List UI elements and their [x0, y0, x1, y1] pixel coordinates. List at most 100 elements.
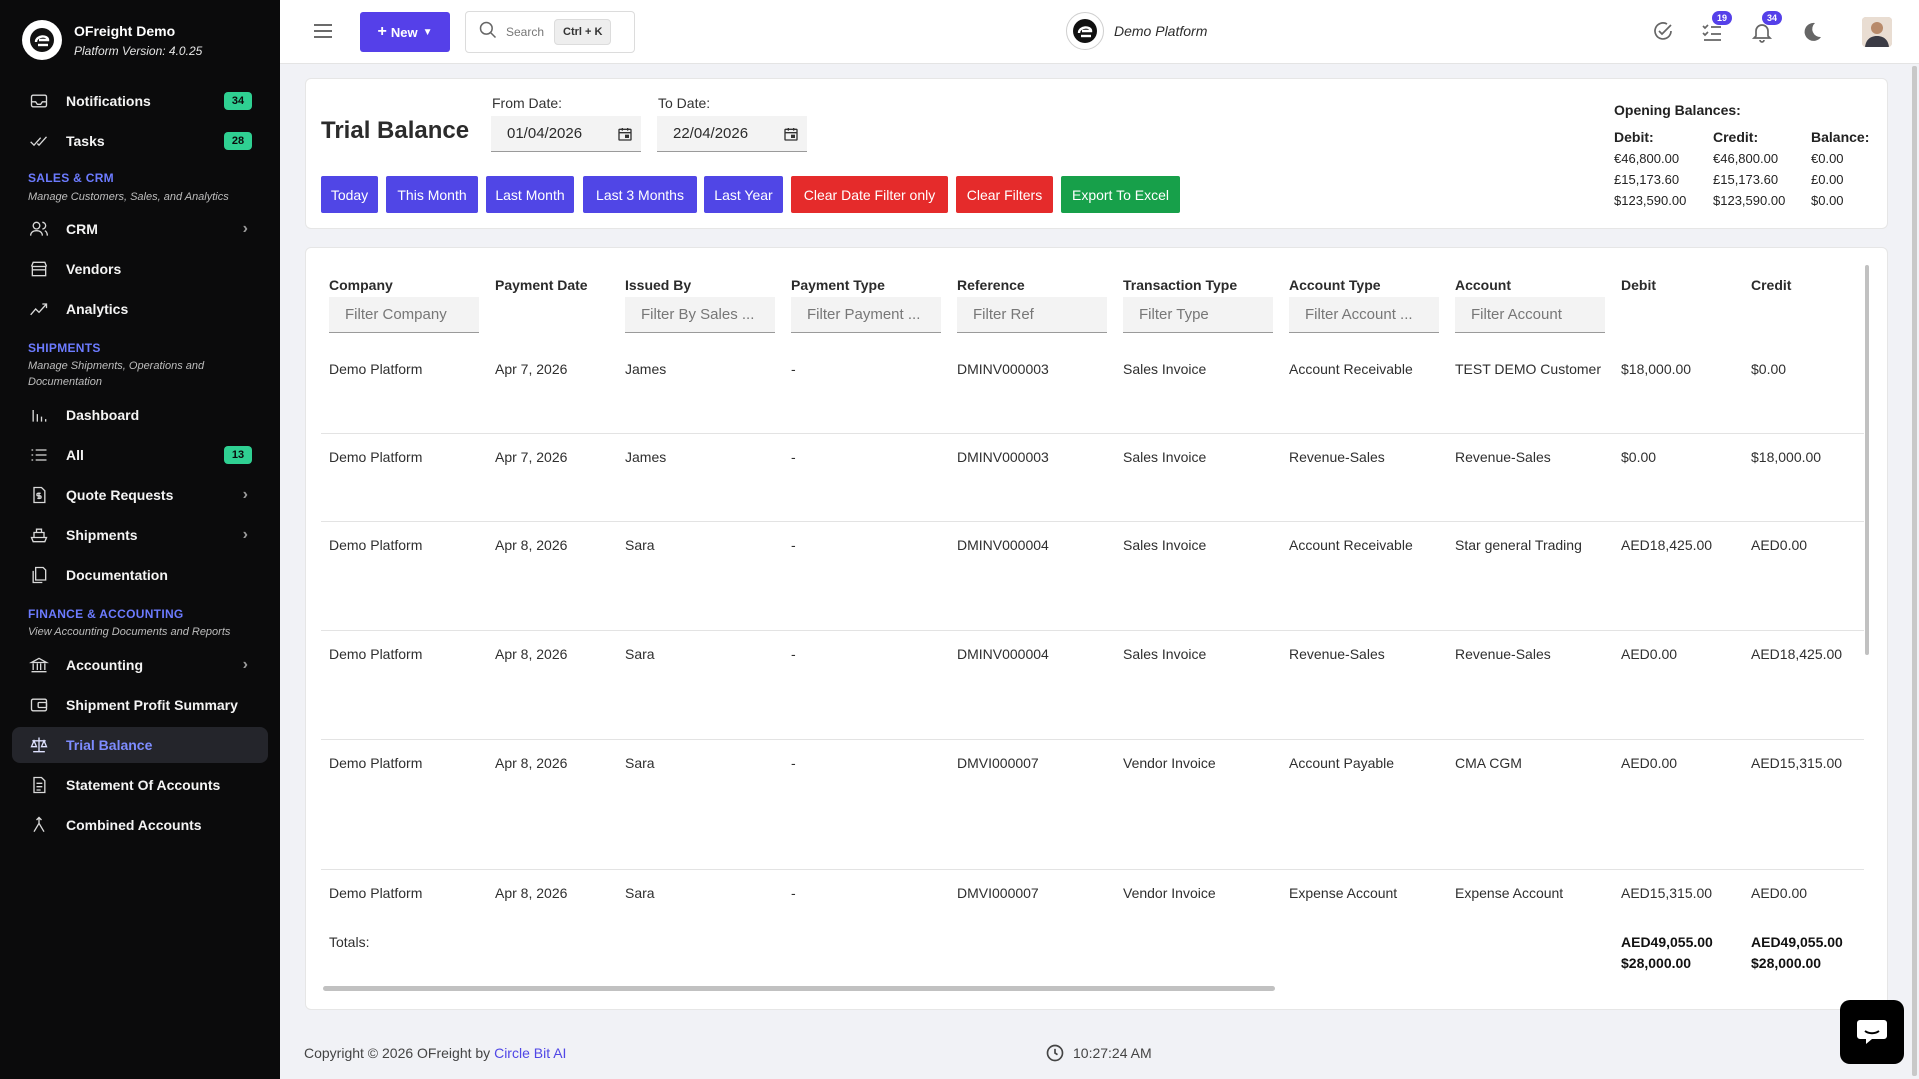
cell-reference[interactable]: DMVI000007	[957, 755, 1039, 771]
new-button[interactable]: + New ▼	[360, 12, 450, 52]
sidebar-item-quote-requests[interactable]: Quote Requests ›	[12, 477, 268, 513]
clear-filters-button[interactable]: Clear Filters	[956, 176, 1053, 213]
calendar-icon[interactable]	[617, 126, 633, 142]
bell-icon[interactable]: 34	[1750, 11, 1782, 44]
plus-icon: +	[377, 23, 387, 40]
sidebar-item-trial-balance[interactable]: Trial Balance	[12, 727, 268, 763]
last-3-months-button[interactable]: Last 3 Months	[583, 176, 697, 213]
filter-issued-by-input[interactable]: Filter By Sales ...	[625, 297, 775, 333]
cell-issued-by: Sara	[625, 755, 655, 771]
cell-account-type: Account Receivable	[1289, 537, 1413, 553]
sidebar-item-statement-of-accounts[interactable]: Statement Of Accounts	[12, 767, 268, 803]
cell-reference[interactable]: DMINV000004	[957, 537, 1049, 553]
users-icon	[28, 218, 50, 240]
file-text-icon	[28, 774, 50, 796]
cell-reference[interactable]: DMVI000007	[957, 885, 1039, 901]
cell-credit: $0.00	[1751, 361, 1787, 377]
cell-debit: AED18,425.00	[1621, 537, 1713, 553]
tasks-icon[interactable]: 19	[1700, 11, 1732, 44]
to-date-input[interactable]: 22/04/2026	[657, 116, 807, 152]
filter-payment-type-input[interactable]: Filter Payment ...	[791, 297, 941, 333]
brand-name: OFreight Demo	[74, 22, 176, 39]
this-month-button[interactable]: This Month	[386, 176, 478, 213]
calendar-icon[interactable]	[783, 126, 799, 142]
merge-icon	[28, 814, 50, 836]
trial-balance-table-card	[305, 247, 1888, 1010]
tasks-count-badge: 28	[224, 132, 252, 150]
column-header-debit[interactable]: Debit	[1621, 277, 1656, 293]
column-header-issued-by[interactable]: Issued By	[625, 277, 692, 293]
search-box[interactable]: Search Ctrl + K	[465, 11, 635, 53]
filter-account-input[interactable]: Filter Account	[1455, 297, 1605, 333]
cell-reference[interactable]: DMINV000003	[957, 449, 1049, 465]
sidebar-item-notifications[interactable]: Notifications 34	[12, 83, 268, 119]
table-horizontal-scrollbar[interactable]	[323, 986, 1275, 991]
search-icon	[478, 20, 498, 45]
bar-chart-icon	[28, 404, 50, 426]
check-circle-icon[interactable]	[1651, 20, 1675, 44]
sidebar-item-crm[interactable]: CRM ›	[12, 211, 268, 247]
today-button[interactable]: Today	[321, 176, 378, 213]
last-month-button[interactable]: Last Month	[486, 176, 574, 213]
cell-issued-by: James	[625, 449, 667, 465]
chat-button[interactable]	[1840, 1000, 1904, 1064]
sidebar-item-label: CRM	[66, 221, 98, 237]
hamburger-menu-icon[interactable]	[314, 24, 332, 38]
center-brand[interactable]: Demo Platform	[1066, 12, 1207, 50]
column-header-payment-date[interactable]: Payment Date	[495, 277, 588, 293]
cell-transaction-type: Sales Invoice	[1123, 361, 1207, 377]
column-header-transaction-type[interactable]: Transaction Type	[1123, 277, 1238, 293]
avatar[interactable]	[1862, 17, 1892, 47]
row-divider	[321, 630, 1864, 631]
sidebar-item-analytics[interactable]: Analytics	[12, 291, 268, 327]
sidebar-item-documentation[interactable]: Documentation	[12, 557, 268, 593]
cell-transaction-type: Vendor Invoice	[1123, 885, 1216, 901]
documents-icon	[28, 564, 50, 586]
column-header-credit[interactable]: Credit	[1751, 277, 1792, 293]
sidebar-item-combined-accounts[interactable]: Combined Accounts	[12, 807, 268, 843]
cell-credit: AED0.00	[1751, 537, 1808, 553]
sidebar: OFreight Demo Platform Version: 4.0.25 N…	[0, 0, 280, 1079]
clear-date-filter-button[interactable]: Clear Date Filter only	[791, 176, 948, 213]
moon-icon[interactable]	[1800, 20, 1824, 44]
section-title-sales: SALES & CRM	[28, 171, 114, 185]
page-scrollbar[interactable]	[1912, 66, 1917, 1076]
platform-title: Demo Platform	[1114, 23, 1208, 39]
cell-payment-date: Apr 7, 2026	[495, 361, 568, 377]
circle-bit-link[interactable]: Circle Bit AI	[494, 1045, 567, 1061]
sidebar-item-tasks[interactable]: Tasks 28	[12, 123, 268, 159]
chevron-right-icon: ›	[242, 656, 248, 673]
sidebar-item-label: Notifications	[66, 93, 151, 109]
cell-reference[interactable]: DMINV000003	[957, 361, 1049, 377]
sidebar-item-shipments[interactable]: Shipments ›	[12, 517, 268, 553]
cell-reference[interactable]: DMINV000004	[957, 646, 1049, 662]
table-vertical-scrollbar[interactable]	[1865, 265, 1869, 655]
notifications-count-badge: 34	[224, 92, 252, 110]
filter-reference-input[interactable]: Filter Ref	[957, 297, 1107, 333]
filter-account-type-input[interactable]: Filter Account ...	[1289, 297, 1439, 333]
from-date-input[interactable]: 01/04/2026	[491, 116, 641, 152]
opening-credit-value: $123,590.00	[1713, 193, 1786, 208]
sidebar-item-all[interactable]: All 13	[12, 437, 268, 473]
to-date-value: 22/04/2026	[673, 125, 749, 142]
sidebar-item-dashboard[interactable]: Dashboard	[12, 397, 268, 433]
last-year-button[interactable]: Last Year	[704, 176, 783, 213]
cell-payment-type: -	[791, 537, 796, 553]
sidebar-item-vendors[interactable]: Vendors	[12, 251, 268, 287]
filter-company-input[interactable]: Filter Company	[329, 297, 479, 333]
cell-credit: AED0.00	[1751, 885, 1808, 901]
export-to-excel-button[interactable]: Export To Excel	[1061, 176, 1180, 213]
brand[interactable]: OFreight Demo Platform Version: 4.0.25	[22, 20, 202, 60]
sidebar-item-shipment-profit-summary[interactable]: Shipment Profit Summary	[12, 687, 268, 723]
notifications-badge: 34	[1761, 11, 1782, 25]
filter-type-input[interactable]: Filter Type	[1123, 297, 1273, 333]
trend-chart-icon	[28, 298, 50, 320]
column-header-account[interactable]: Account	[1455, 277, 1511, 293]
cell-payment-type: -	[791, 361, 796, 377]
column-header-account-type[interactable]: Account Type	[1289, 277, 1381, 293]
sidebar-item-accounting[interactable]: Accounting ›	[12, 647, 268, 683]
store-icon	[28, 258, 50, 280]
column-header-reference[interactable]: Reference	[957, 277, 1025, 293]
column-header-payment-type[interactable]: Payment Type	[791, 277, 885, 293]
column-header-company[interactable]: Company	[329, 277, 393, 293]
